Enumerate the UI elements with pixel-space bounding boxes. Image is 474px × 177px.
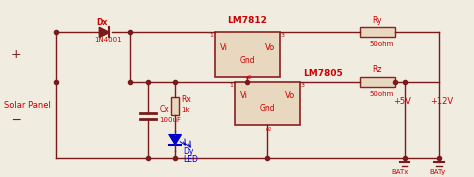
- Text: 50ohm: 50ohm: [369, 91, 393, 97]
- Text: n2: n2: [265, 127, 272, 132]
- Text: Vo: Vo: [284, 92, 295, 100]
- Text: Gnd: Gnd: [260, 104, 275, 113]
- Text: 50ohm: 50ohm: [369, 41, 393, 47]
- Text: 1: 1: [229, 83, 233, 88]
- Text: Gnd: Gnd: [240, 56, 255, 65]
- Text: 1k: 1k: [181, 107, 190, 113]
- Text: +5V: +5V: [393, 97, 411, 106]
- Text: Cx: Cx: [159, 105, 169, 114]
- Text: Ry: Ry: [372, 16, 382, 25]
- Text: n2: n2: [246, 75, 252, 80]
- Text: 3: 3: [281, 33, 285, 38]
- Text: LM7812: LM7812: [228, 16, 267, 25]
- Text: BATy: BATy: [429, 169, 446, 175]
- Text: 1: 1: [209, 33, 213, 38]
- Text: Dy: Dy: [183, 147, 193, 156]
- Bar: [235, 82, 300, 125]
- Text: Rx: Rx: [181, 95, 191, 104]
- Bar: [171, 97, 179, 115]
- Text: Rz: Rz: [372, 65, 382, 74]
- Text: Dx: Dx: [96, 18, 107, 27]
- Polygon shape: [100, 27, 109, 37]
- Text: 100uF: 100uF: [159, 117, 181, 123]
- Bar: [360, 27, 394, 37]
- Bar: [360, 77, 394, 87]
- Polygon shape: [169, 135, 181, 145]
- Text: LM7805: LM7805: [303, 69, 343, 78]
- Bar: [215, 32, 280, 77]
- Text: 3: 3: [301, 83, 305, 88]
- Text: Solar Panel: Solar Panel: [4, 101, 51, 110]
- Text: +: +: [10, 48, 21, 61]
- Text: ─: ─: [12, 114, 19, 127]
- Text: BATx: BATx: [392, 169, 409, 175]
- Text: Vi: Vi: [220, 43, 228, 52]
- Text: 1N4001: 1N4001: [95, 37, 122, 43]
- Text: +12V: +12V: [430, 97, 453, 106]
- Text: Vo: Vo: [264, 43, 275, 52]
- Text: LED: LED: [183, 155, 198, 164]
- Text: Vi: Vi: [240, 92, 248, 100]
